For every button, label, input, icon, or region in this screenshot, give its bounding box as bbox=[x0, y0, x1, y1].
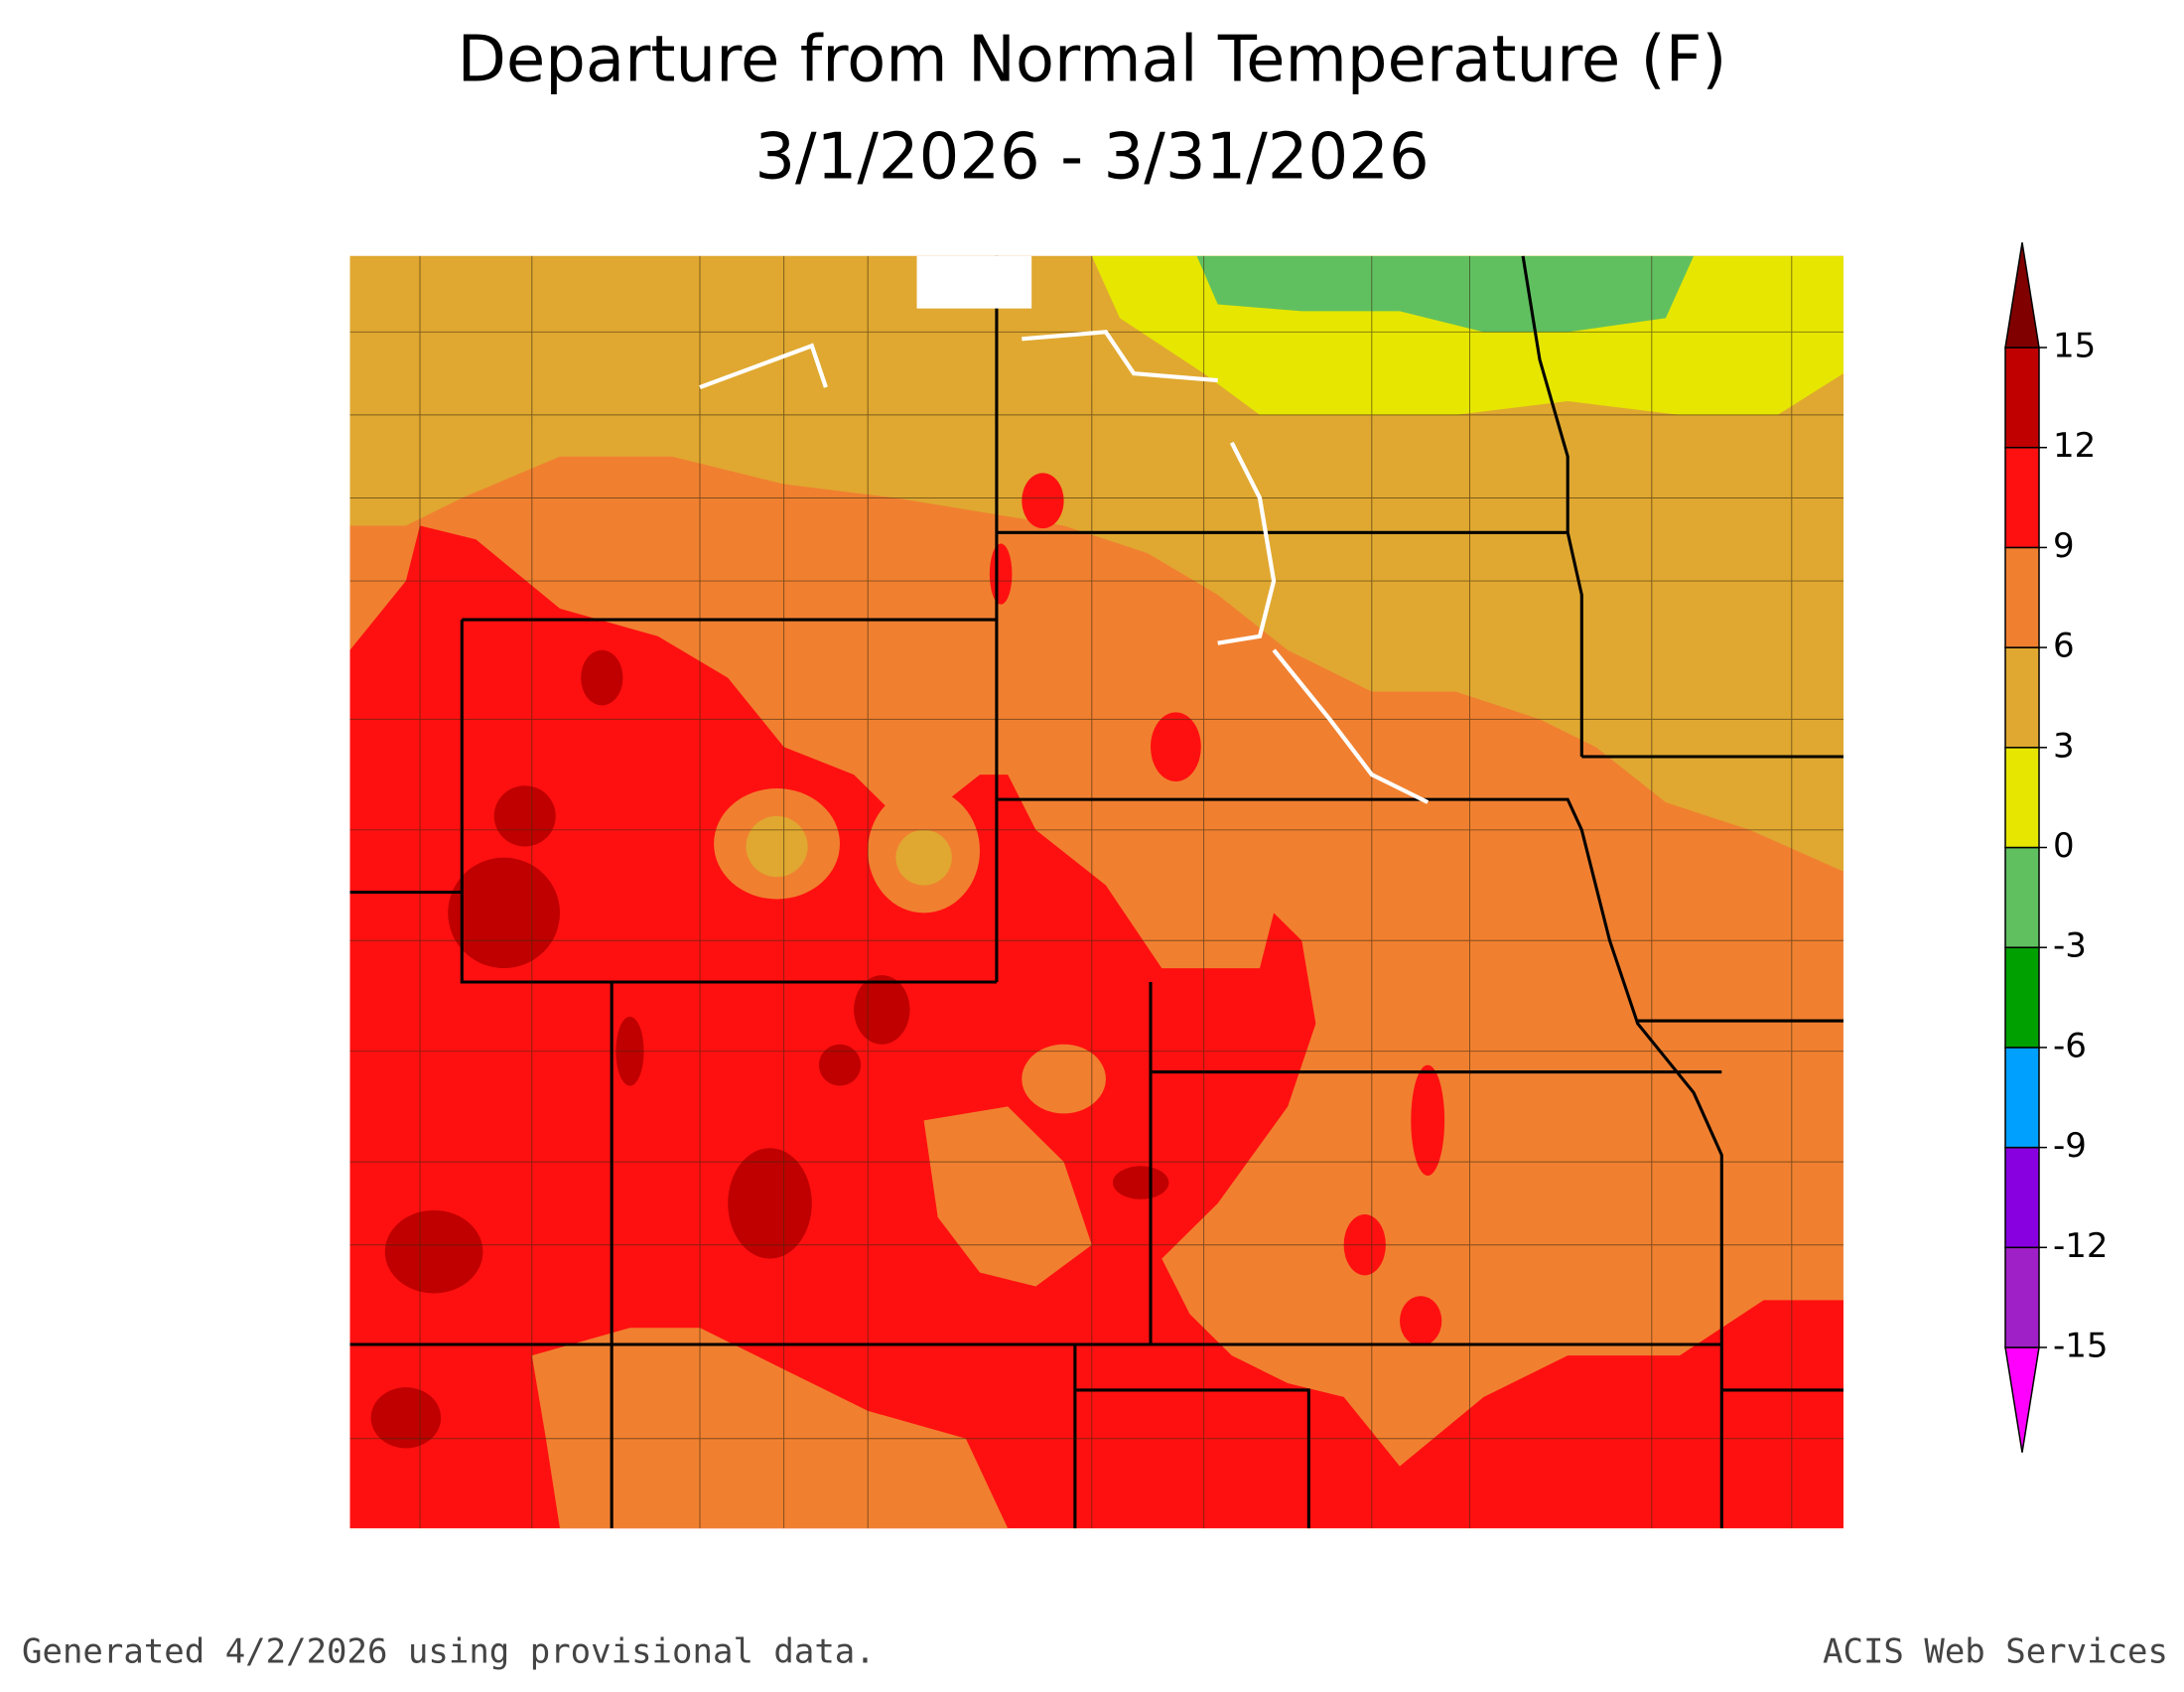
colorbar-bin bbox=[2004, 1146, 2040, 1249]
title-line-2: 3/1/2026 - 3/31/2026 bbox=[754, 121, 1429, 195]
colorbar-tick-label: -9 bbox=[2053, 1126, 2087, 1166]
state-borders bbox=[349, 255, 1843, 1529]
title-line-1: Departure from Normal Temperature (F) bbox=[458, 24, 1727, 97]
region-3-6-spot bbox=[746, 815, 808, 878]
region-3-6-spot bbox=[895, 829, 952, 886]
colorbar-tick-label: 0 bbox=[2053, 826, 2075, 866]
colorbar: -15 -12 -9 -6 -3 0 3 6 9 12 15 bbox=[2004, 242, 2109, 1453]
colorbar-bin bbox=[2004, 747, 2040, 849]
colorbar-tick-label: 9 bbox=[2053, 526, 2075, 566]
water-bodies bbox=[699, 330, 1430, 804]
colorbar-bin bbox=[2004, 546, 2040, 648]
footer-left: Generated 4/2/2026 using provisional dat… bbox=[22, 1632, 876, 1672]
colorbar-tick-label: 12 bbox=[2053, 426, 2096, 466]
colorbar-high-triangle bbox=[2004, 242, 2040, 349]
colorbar-tick-label: -6 bbox=[2053, 1026, 2087, 1065]
colorbar-bin bbox=[2004, 446, 2040, 549]
colorbar-tick-label: 3 bbox=[2053, 726, 2075, 766]
colorbar-bin bbox=[2004, 846, 2040, 948]
colorbar-bin bbox=[2004, 646, 2040, 749]
colorbar-bin bbox=[2004, 1047, 2040, 1149]
region-3-6-spot bbox=[1022, 1044, 1106, 1114]
colorbar-bin bbox=[2004, 1246, 2040, 1348]
region-6-9-south bbox=[531, 1328, 1009, 1529]
region-6-9-mid bbox=[923, 1106, 1092, 1287]
colorbar-bin bbox=[2004, 946, 2040, 1049]
map bbox=[349, 255, 1843, 1529]
region-neg3-0 bbox=[1196, 255, 1695, 333]
colorbar-low-triangle bbox=[2004, 1346, 2040, 1453]
footer-right: ACIS Web Services bbox=[1823, 1632, 2168, 1672]
colorbar-tick-label: -15 bbox=[2053, 1327, 2109, 1366]
colorbar-bin bbox=[2004, 347, 2040, 449]
colorbar-tick-label: -3 bbox=[2053, 926, 2087, 966]
region-9-12 bbox=[349, 525, 1843, 1529]
colorbar-tick-label: -12 bbox=[2053, 1226, 2109, 1266]
colorbar-tick-label: 15 bbox=[2053, 327, 2096, 366]
colorbar-tick-label: 6 bbox=[2053, 627, 2075, 666]
no-data-area bbox=[916, 255, 1032, 309]
